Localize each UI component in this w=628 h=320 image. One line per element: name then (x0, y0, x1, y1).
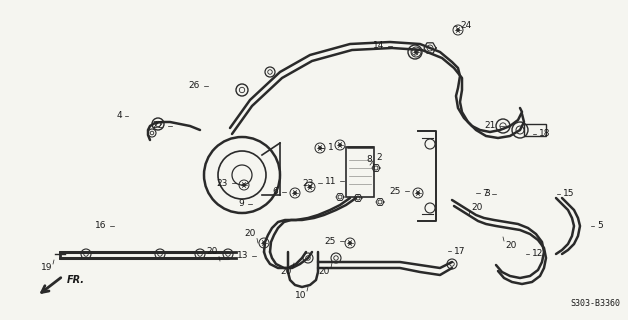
Text: 22: 22 (153, 122, 164, 131)
Text: 21: 21 (485, 122, 496, 131)
Bar (346, 147, 374, 197)
Circle shape (263, 242, 266, 244)
Text: 25: 25 (389, 187, 401, 196)
Text: 17: 17 (454, 246, 465, 255)
Text: 20: 20 (281, 268, 292, 276)
Text: 25: 25 (325, 236, 336, 245)
Text: 23: 23 (303, 179, 314, 188)
Text: 19: 19 (40, 263, 52, 273)
Text: 7: 7 (482, 189, 488, 198)
Text: 1: 1 (328, 143, 333, 153)
Text: S303-B3360: S303-B3360 (570, 299, 620, 308)
Text: 5: 5 (597, 221, 603, 230)
Text: 2: 2 (376, 153, 382, 162)
Text: 24: 24 (460, 21, 471, 30)
Circle shape (457, 28, 460, 31)
Text: FR.: FR. (67, 275, 85, 285)
Text: 8: 8 (366, 155, 372, 164)
Text: 9: 9 (238, 199, 244, 209)
Text: 4: 4 (116, 111, 122, 121)
Text: 6: 6 (273, 188, 278, 196)
Circle shape (338, 143, 342, 147)
Text: 16: 16 (94, 221, 106, 230)
Text: 26: 26 (188, 82, 200, 91)
Text: 12: 12 (532, 250, 543, 259)
Circle shape (318, 147, 322, 149)
Text: 20: 20 (471, 203, 482, 212)
Circle shape (416, 191, 420, 195)
Text: 11: 11 (325, 177, 336, 186)
Text: 20: 20 (245, 229, 256, 238)
Text: 14: 14 (372, 42, 384, 51)
Text: 10: 10 (295, 291, 306, 300)
Circle shape (293, 191, 296, 195)
Text: 13: 13 (237, 252, 248, 260)
Text: 20: 20 (207, 247, 218, 257)
Circle shape (242, 183, 246, 187)
Text: 18: 18 (539, 130, 551, 139)
Circle shape (349, 242, 352, 244)
Text: 20: 20 (318, 268, 330, 276)
Circle shape (308, 186, 311, 188)
Text: 23: 23 (217, 179, 228, 188)
Circle shape (414, 51, 418, 53)
Text: 3: 3 (484, 188, 490, 197)
Text: 20: 20 (505, 241, 516, 250)
Text: 15: 15 (563, 189, 575, 198)
Bar (524, 124, 546, 136)
